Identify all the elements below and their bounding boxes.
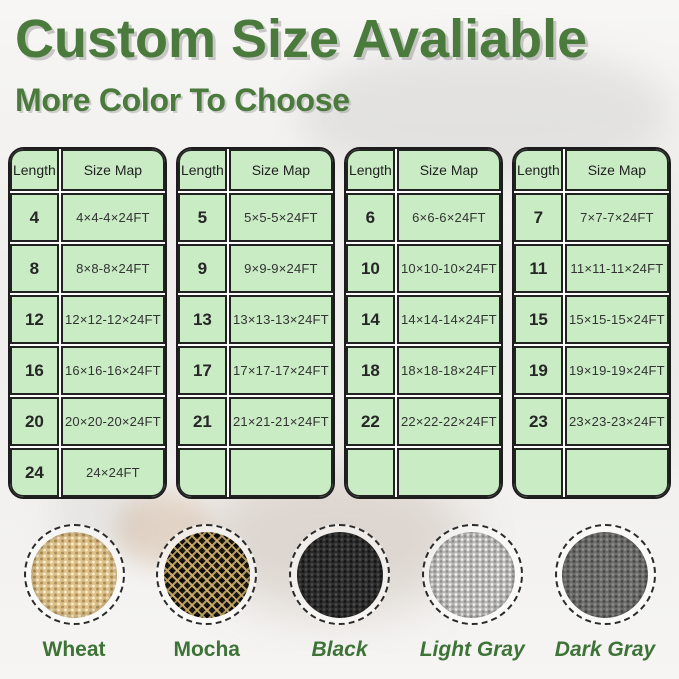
sizemap-cell: 23×23-23×24FT (564, 397, 669, 446)
swatch-dashed-ring (156, 524, 258, 625)
color-swatch-mocha: Mocha (145, 524, 269, 662)
swatch-dashed-ring (554, 524, 656, 625)
sizemap-cell: 6×6-6×24FT (396, 193, 501, 242)
length-cell: 14 (346, 295, 395, 344)
sizemap-cell: 17×17-17×24FT (228, 346, 333, 395)
length-cell: 7 (514, 193, 563, 242)
size-table: Length Size Map 6 6×6-6×24FT 10 10×10-10×24FT… (344, 147, 503, 499)
sizemap-cell: 14×14-14×24FT (396, 295, 501, 344)
sizemap-cell: 5×5-5×24FT (228, 193, 333, 242)
length-header-cell: Length (178, 149, 227, 191)
sizemap-cell: 18×18-18×24FT (396, 346, 501, 395)
length-cell: 18 (346, 346, 395, 395)
mocha-fabric-swatch (163, 531, 250, 618)
sizemap-cell: 13×13-13×24FT (228, 295, 333, 344)
length-cell: 5 (178, 193, 227, 242)
sizemap-cell (396, 448, 501, 497)
length-cell: 11 (514, 244, 563, 293)
sizemap-cell: 4×4-4×24FT (60, 193, 165, 242)
length-cell: 19 (514, 346, 563, 395)
length-cell: 21 (178, 397, 227, 446)
length-cell: 24 (10, 448, 59, 497)
swatch-label: Mocha (173, 638, 240, 661)
color-swatch-black: Black (278, 524, 402, 662)
length-cell (514, 448, 563, 497)
length-cell (346, 448, 395, 497)
swatch-dashed-ring (421, 524, 523, 625)
swatch-label: Wheat (42, 638, 106, 661)
black-fabric-swatch (296, 531, 383, 618)
sizemap-header-cell: Size Map (564, 149, 669, 191)
sizemap-cell: 10×10-10×24FT (396, 244, 501, 293)
page-subtitle: More Color To Choose (15, 82, 350, 118)
sizemap-cell (564, 448, 669, 497)
color-swatch-dark-gray: Dark Gray (543, 524, 667, 662)
size-table: Length Size Map 4 4×4-4×24FT 8 8×8-8×24FT 12 12… (8, 147, 167, 499)
color-swatch-wheat: Wheat (12, 524, 136, 662)
length-cell: 9 (178, 244, 227, 293)
length-cell: 4 (10, 193, 59, 242)
sizemap-header-cell: Size Map (60, 149, 165, 191)
swatch-dashed-ring (289, 524, 390, 625)
sizemap-cell: 8×8-8×24FT (60, 244, 165, 293)
sizemap-cell: 9×9-9×24FT (228, 244, 333, 293)
sizemap-cell: 7×7-7×24FT (564, 193, 669, 242)
length-cell: 6 (346, 193, 395, 242)
length-cell: 16 (10, 346, 59, 395)
length-cell (178, 448, 227, 497)
color-swatch-light-gray: Light Gray (410, 524, 534, 662)
length-cell: 8 (10, 244, 59, 293)
length-cell: 20 (10, 397, 59, 446)
sizemap-header-cell: Size Map (396, 149, 501, 191)
sizemap-cell: 19×19-19×24FT (564, 346, 669, 395)
sizemap-cell: 11×11-11×24FT (564, 244, 669, 293)
sizemap-cell (228, 448, 333, 497)
swatch-dashed-ring (23, 524, 125, 625)
wheat-fabric-swatch (31, 531, 117, 618)
length-cell: 17 (178, 346, 227, 395)
size-table: Length Size Map 7 7×7-7×24FT 11 11×11-11×24FT… (512, 147, 671, 499)
sizemap-cell: 24×24FT (60, 448, 165, 497)
length-cell: 22 (346, 397, 395, 446)
size-tables: Length Size Map 4 4×4-4×24FT 8 8×8-8×24FT 12 12… (8, 147, 671, 499)
sizemap-cell: 15×15-15×24FT (564, 295, 669, 344)
dark-gray-fabric-swatch (562, 531, 648, 618)
length-cell: 15 (514, 295, 563, 344)
length-cell: 10 (346, 244, 395, 293)
length-header-cell: Length (346, 149, 395, 191)
sizemap-cell: 12×12-12×24FT (60, 295, 165, 344)
color-swatches: Wheat Mocha Black Light Gray Dark Gray (0, 524, 679, 662)
sizemap-cell: 16×16-16×24FT (60, 346, 165, 395)
swatch-label: Light Gray (419, 638, 525, 661)
light-gray-fabric-swatch (429, 531, 516, 618)
swatch-label: Dark Gray (554, 638, 656, 661)
length-header-cell: Length (514, 149, 563, 191)
sizemap-cell: 20×20-20×24FT (60, 397, 165, 446)
page-title: Custom Size Avaliable (15, 9, 588, 69)
size-table: Length Size Map 5 5×5-5×24FT 9 9×9-9×24FT 13 13… (176, 147, 335, 499)
sizemap-cell: 22×22-22×24FT (396, 397, 501, 446)
sizemap-cell: 21×21-21×24FT (228, 397, 333, 446)
length-header-cell: Length (10, 149, 59, 191)
length-cell: 23 (514, 397, 563, 446)
swatch-label: Black (311, 638, 368, 661)
length-cell: 12 (10, 295, 59, 344)
sizemap-header-cell: Size Map (228, 149, 333, 191)
length-cell: 13 (178, 295, 227, 344)
